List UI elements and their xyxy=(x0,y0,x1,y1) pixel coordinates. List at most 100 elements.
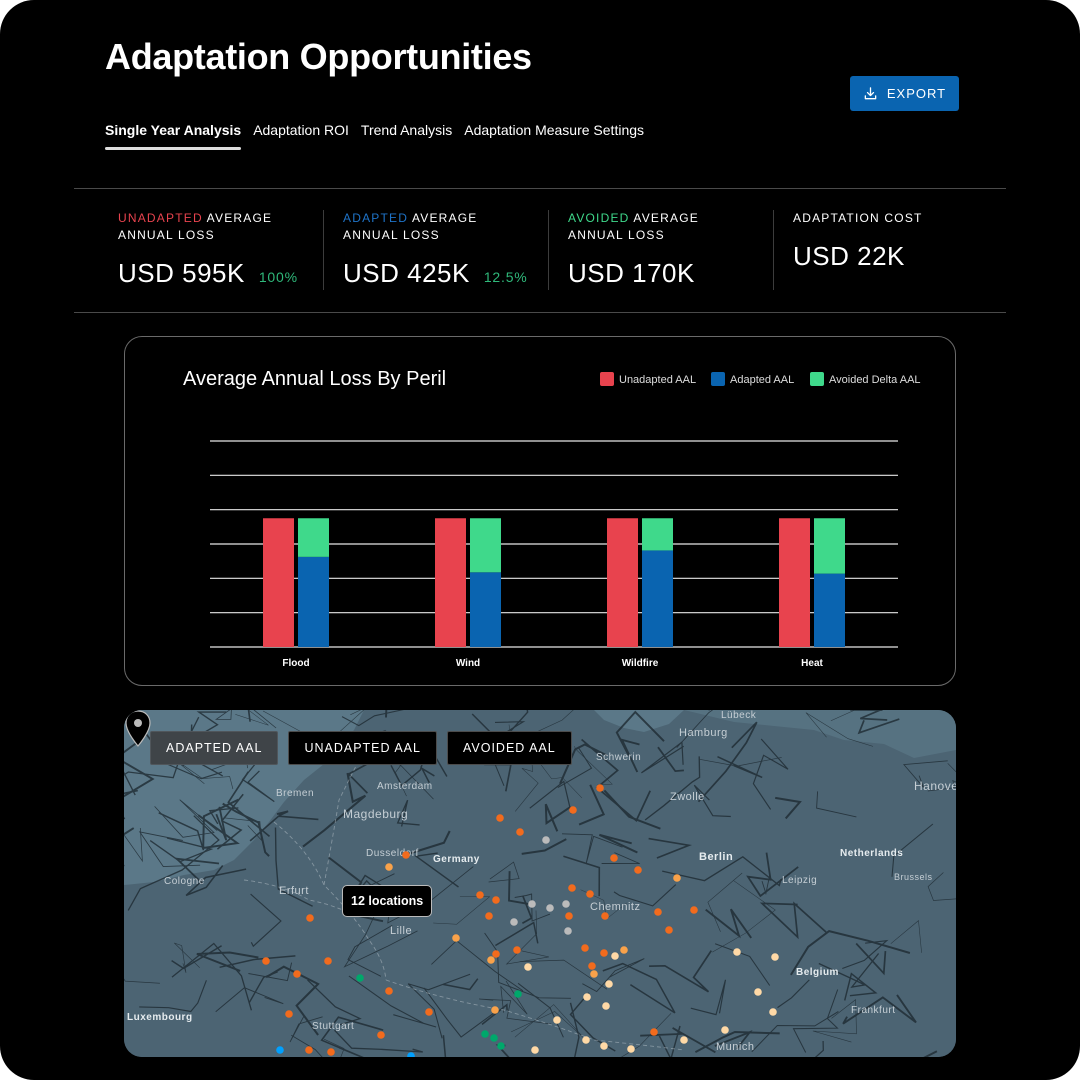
location-dot[interactable] xyxy=(485,912,493,920)
bar-avoided-delta xyxy=(814,518,845,574)
location-dot[interactable] xyxy=(407,1052,415,1057)
location-dot[interactable] xyxy=(524,963,532,971)
location-dot[interactable] xyxy=(769,1008,777,1016)
location-dot[interactable] xyxy=(650,1028,658,1036)
location-dot[interactable] xyxy=(510,918,518,926)
location-dot[interactable] xyxy=(546,904,554,912)
location-dot[interactable] xyxy=(588,962,596,970)
bar-unadapted xyxy=(607,518,638,647)
location-dot[interactable] xyxy=(600,949,608,957)
location-dot[interactable] xyxy=(516,828,524,836)
sea-area-baltic xyxy=(684,710,956,758)
kpi-label: AVOIDED AVERAGE ANNUAL LOSS xyxy=(568,210,738,244)
kpi-unadapted: UNADAPTED AVERAGE ANNUAL LOSS USD 595K 100… xyxy=(98,210,323,290)
location-dot[interactable] xyxy=(569,806,577,814)
location-dot[interactable] xyxy=(611,952,619,960)
location-dot[interactable] xyxy=(673,874,681,882)
chart-title: Average Annual Loss By Peril xyxy=(183,368,446,390)
location-dot[interactable] xyxy=(564,927,572,935)
location-dot[interactable] xyxy=(565,912,573,920)
adapted-aal-button[interactable]: ADAPTED AAL xyxy=(150,731,279,765)
map-place-label: Schwerin xyxy=(596,752,641,763)
location-dot[interactable] xyxy=(590,970,598,978)
location-dot[interactable] xyxy=(262,957,270,965)
tab-single-year-analysis[interactable]: Single Year Analysis xyxy=(105,122,242,150)
location-dot[interactable] xyxy=(491,1006,499,1014)
location-dot[interactable] xyxy=(513,946,521,954)
location-dot[interactable] xyxy=(402,851,410,859)
location-dot[interactable] xyxy=(582,1036,590,1044)
location-dot[interactable] xyxy=(531,1046,539,1054)
location-dot[interactable] xyxy=(562,900,570,908)
location-dot[interactable] xyxy=(721,1026,729,1034)
location-dot[interactable] xyxy=(377,1031,385,1039)
location-dot[interactable] xyxy=(627,1045,635,1053)
location-dot[interactable] xyxy=(356,974,364,982)
location-dot[interactable] xyxy=(492,950,500,958)
map-canvas[interactable]: Lübeck Hamburg Schwerin Bremen Amsterdam Zwol… xyxy=(124,710,956,1057)
location-dot[interactable] xyxy=(496,814,504,822)
location-dot[interactable] xyxy=(385,863,393,871)
location-dot[interactable] xyxy=(733,948,741,956)
location-dot[interactable] xyxy=(601,912,609,920)
location-dot[interactable] xyxy=(620,946,628,954)
legend-label: Adapted AAL xyxy=(730,374,794,386)
kpi-percent: 100% xyxy=(258,269,298,285)
location-dot[interactable] xyxy=(605,980,613,988)
location-dot[interactable] xyxy=(492,896,500,904)
location-dot[interactable] xyxy=(654,908,662,916)
location-dot[interactable] xyxy=(276,1046,284,1054)
location-dot[interactable] xyxy=(581,944,589,952)
location-dot[interactable] xyxy=(602,1002,610,1010)
kpi-value: USD 170K xyxy=(568,258,695,288)
location-dot[interactable] xyxy=(553,1016,561,1024)
bar-avoided-delta xyxy=(642,518,673,551)
location-dot[interactable] xyxy=(514,990,522,998)
location-dot[interactable] xyxy=(542,836,550,844)
location-count-tag[interactable]: 12 locations xyxy=(342,885,433,917)
divider-top xyxy=(74,188,1006,189)
location-dot[interactable] xyxy=(385,987,393,995)
location-dot[interactable] xyxy=(481,1030,489,1038)
location-dot[interactable] xyxy=(425,1008,433,1016)
tab-trend-analysis[interactable]: Trend Analysis xyxy=(360,122,453,138)
location-dot[interactable] xyxy=(754,988,762,996)
map-roads xyxy=(124,710,956,1057)
location-dot[interactable] xyxy=(306,914,314,922)
location-dot[interactable] xyxy=(490,1034,498,1042)
location-dot[interactable] xyxy=(452,934,460,942)
location-dot[interactable] xyxy=(586,890,594,898)
location-dot[interactable] xyxy=(771,953,779,961)
location-dot[interactable] xyxy=(497,1042,505,1050)
location-dot[interactable] xyxy=(528,900,536,908)
location-dot[interactable] xyxy=(285,1010,293,1018)
location-dot[interactable] xyxy=(324,957,332,965)
kpi-label-line2: ANNUAL LOSS xyxy=(343,228,440,242)
location-dot[interactable] xyxy=(634,866,642,874)
location-dot[interactable] xyxy=(596,784,604,792)
kpi-label-line2: ANNUAL LOSS xyxy=(568,228,665,242)
locations-map[interactable]: Lübeck Hamburg Schwerin Bremen Amsterdam Zwol… xyxy=(124,710,956,1057)
tab-adaptation-roi[interactable]: Adaptation ROI xyxy=(253,122,349,138)
location-dot[interactable] xyxy=(583,993,591,1001)
location-dot[interactable] xyxy=(568,884,576,892)
location-dot[interactable] xyxy=(487,956,495,964)
location-dot[interactable] xyxy=(293,970,301,978)
location-pin-icon[interactable] xyxy=(124,710,152,748)
map-labels: Lübeck Hamburg Schwerin Bremen Amsterdam Zwol… xyxy=(127,710,956,1053)
location-dot[interactable] xyxy=(610,854,618,862)
kpi-percent: 12.5% xyxy=(483,269,528,285)
avoided-aal-button[interactable]: AVOIDED AAL xyxy=(446,731,572,765)
location-dot[interactable] xyxy=(327,1048,335,1056)
location-dot[interactable] xyxy=(665,926,673,934)
tab-adaptation-measure-settings[interactable]: Adaptation Measure Settings xyxy=(464,122,645,138)
location-dot[interactable] xyxy=(600,1042,608,1050)
x-tick-label: Wind xyxy=(456,658,480,669)
location-dot[interactable] xyxy=(305,1046,313,1054)
location-dot[interactable] xyxy=(690,906,698,914)
location-dot[interactable] xyxy=(680,1036,688,1044)
location-dot[interactable] xyxy=(476,891,484,899)
export-button[interactable]: EXPORT xyxy=(850,76,959,111)
unadapted-aal-button[interactable]: UNADAPTED AAL xyxy=(288,731,437,765)
